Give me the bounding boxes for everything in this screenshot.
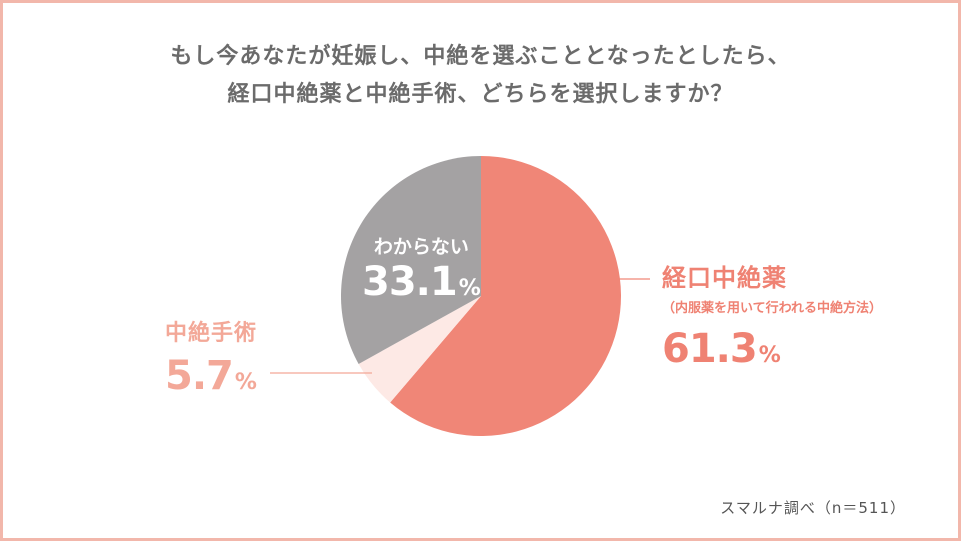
- chart-title: もし今あなたが妊娠し、中絶を選ぶこととなったとしたら、 経口中絶薬と中絶手術、ど…: [0, 38, 961, 114]
- slice-label-oral: 経口中絶薬: [662, 264, 787, 292]
- value-number-unknown: 33.1: [362, 259, 458, 305]
- percent-sign-oral: %: [758, 343, 781, 368]
- slice-value-surgery: 5.7%: [165, 353, 257, 399]
- source-note: スマルナ調べ（n＝511）: [720, 499, 906, 517]
- slice-label-surgery: 中絶手術: [165, 321, 258, 346]
- label-unknown: わからない 33.1%: [362, 232, 481, 305]
- percent-sign-unknown: %: [458, 276, 481, 301]
- title-line-2: 経口中絶薬と中絶手術、どちらを選択しますか？: [227, 82, 734, 107]
- value-number-surgery: 5.7: [165, 353, 234, 399]
- slice-value-oral: 61.3%: [662, 326, 882, 372]
- slice-sublabel-oral: （内服薬を用いて行われる中絶方法）: [662, 301, 882, 316]
- pie-slice-surgery: [358, 296, 481, 403]
- pie-slice-oral: [390, 156, 621, 436]
- pie-slice-unknown: [340, 156, 481, 364]
- label-oral-abortion-pill: 経口中絶薬 （内服薬を用いて行われる中絶方法） 61.3%: [662, 258, 882, 372]
- value-number-oral: 61.3: [662, 326, 758, 372]
- slice-value-unknown: 33.1%: [362, 259, 481, 305]
- leader-lines: [270, 278, 650, 374]
- pie-slices: [340, 156, 621, 436]
- title-line-1: もし今あなたが妊娠し、中絶を選ぶこととなったとしたら、: [170, 44, 791, 69]
- percent-sign-surgery: %: [234, 370, 257, 395]
- label-surgical-abortion: 中絶手術 5.7%: [165, 315, 257, 399]
- slice-label-unknown: わからない: [373, 236, 469, 258]
